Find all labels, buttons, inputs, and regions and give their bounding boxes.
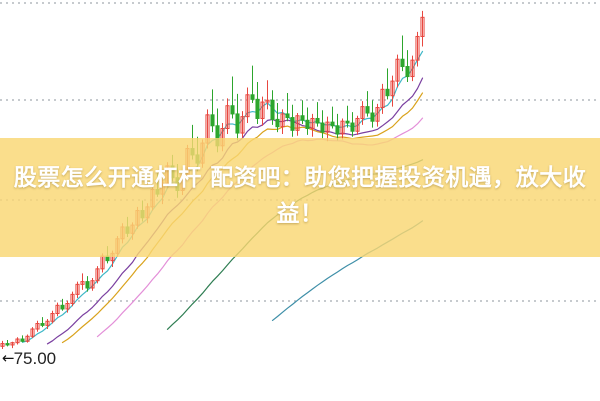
promo-banner-band (0, 138, 600, 257)
promo-headline: 股票怎么开通杠杆 配资吧：助您把握投资机遇，放大收益！ (13, 165, 587, 227)
